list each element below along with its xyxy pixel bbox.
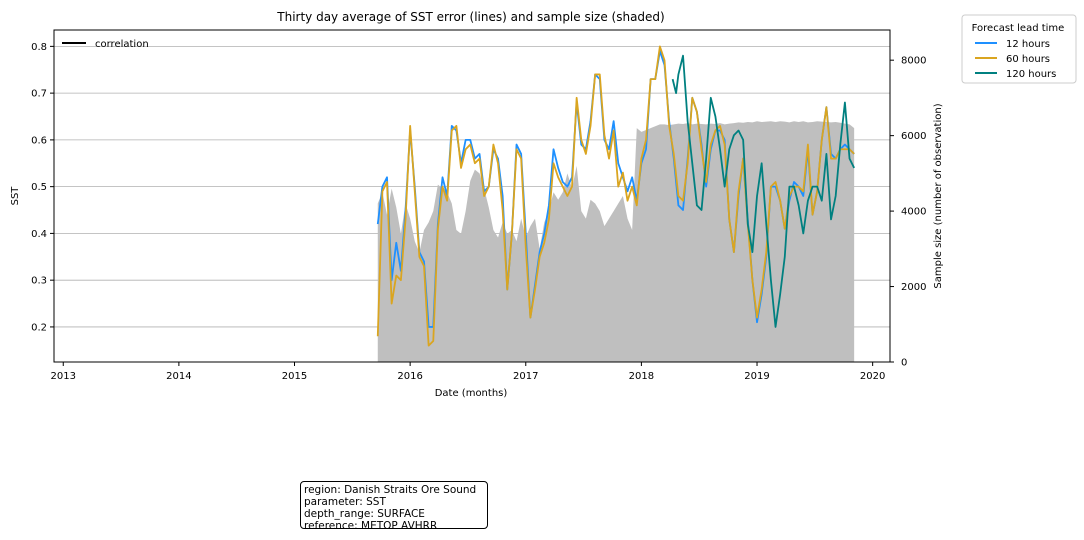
y-axis-right: 0 2000 4000 6000 8000	[890, 56, 926, 369]
legend-correlation-label: correlation	[95, 39, 149, 50]
plot-frame	[53, 29, 891, 363]
y2-tick-label: 0	[901, 358, 907, 369]
x-tick-label: 2016	[397, 371, 422, 382]
sample-size-shade	[377, 121, 855, 362]
y2-axis-label: Sample size (number of observation)	[933, 103, 944, 288]
x-tick-label: 2020	[860, 371, 885, 382]
legend-120h-label: 120 hours	[1006, 69, 1056, 80]
info-reference: reference: METOP AVHRR	[304, 520, 438, 532]
chart-title: Thirty day average of SST error (lines) …	[276, 10, 664, 24]
x-axis: 2013 2014 2015 2016 2017 2018 2019 2020	[51, 362, 885, 382]
y-tick-label: 0.4	[31, 229, 47, 240]
y-tick-label: 0.8	[31, 42, 47, 53]
x-tick-label: 2018	[629, 371, 654, 382]
info-parameter: parameter: SST	[304, 496, 386, 508]
y2-tick-label: 8000	[901, 56, 926, 67]
y-tick-label: 0.2	[31, 322, 47, 333]
legend-correlation: correlation	[62, 39, 149, 50]
series-lines	[376, 45, 855, 347]
sample-size-area	[377, 121, 855, 362]
legend-12h-label: 12 hours	[1006, 39, 1050, 50]
y-tick-label: 0.3	[31, 276, 47, 287]
y-tick-label: 0.6	[31, 135, 47, 146]
x-tick-label: 2017	[513, 371, 538, 382]
x-tick-label: 2014	[166, 371, 191, 382]
y2-tick-label: 2000	[901, 282, 926, 293]
legend-frame	[961, 14, 1077, 84]
series-line-1	[376, 45, 855, 347]
x-tick-label: 2019	[744, 371, 769, 382]
y-tick-label: 0.7	[31, 89, 47, 100]
legend-title: Forecast lead time	[972, 23, 1065, 34]
x-tick-label: 2013	[51, 371, 76, 382]
y-tick-label: 0.5	[31, 182, 47, 193]
legend-60h-label: 60 hours	[1006, 54, 1050, 65]
x-axis-label: Date (months)	[435, 388, 508, 399]
y2-tick-label: 6000	[901, 131, 926, 142]
x-tick-label: 2015	[282, 371, 307, 382]
legend-lead-time: Forecast lead time 12 hours 60 hours 120…	[961, 14, 1077, 84]
info-depth-range: depth_range: SURFACE	[304, 508, 425, 520]
y-axis-left: 0.2 0.3 0.4 0.5 0.6 0.7 0.8	[31, 42, 54, 333]
series-line-2	[671, 54, 855, 328]
info-region: region: Danish Straits Ore Sound	[304, 484, 477, 496]
y-axis-label: SST	[10, 186, 21, 206]
y2-tick-label: 4000	[901, 207, 926, 218]
info-box: region: Danish Straits Ore Sound paramet…	[300, 481, 488, 532]
